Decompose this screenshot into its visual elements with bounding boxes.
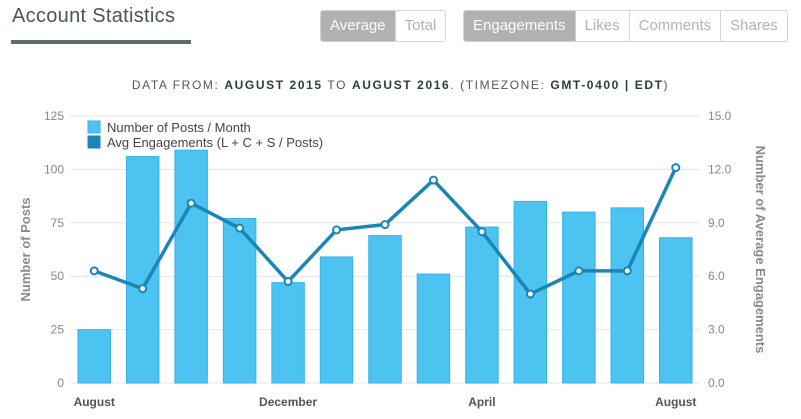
x-tick-label: August [74, 395, 115, 409]
legend-swatch-posts[interactable] [87, 120, 101, 134]
legend-entry-posts[interactable]: Number of Posts / Month [107, 120, 251, 135]
engagements-point[interactable] [235, 223, 245, 233]
subtitle-from: AUGUST 2015 [224, 78, 323, 92]
posts-bar[interactable] [465, 226, 499, 384]
legend-layer: Number of Posts / Month Avg Engagements … [87, 120, 323, 150]
title-underline [11, 40, 191, 44]
engagements-point[interactable] [525, 289, 535, 299]
subtitle-to-word: TO [322, 78, 352, 92]
bar-layer [77, 149, 693, 384]
y-left-tick-label: 50 [51, 269, 65, 283]
date-range-subtitle: DATA FROM: AUGUST 2015 TO AUGUST 2016. (… [0, 78, 801, 92]
engagements-point[interactable] [186, 198, 196, 208]
posts-bar[interactable] [416, 273, 451, 384]
posts-bar[interactable] [319, 256, 354, 384]
likes-button[interactable]: Likes [575, 11, 630, 41]
y-left-tick-label: 25 [51, 323, 65, 337]
y-axis-right-label: Number of Average Engagements [753, 146, 768, 354]
engagements-point[interactable] [380, 220, 390, 230]
axis-layer: 0 25 50 75 100 125 0.0 3.0 6.0 9.0 12.0 15.0 August D… [44, 109, 732, 409]
total-button[interactable]: Total [395, 11, 446, 41]
engagements-point[interactable] [574, 266, 584, 276]
x-tick-label: April [468, 395, 495, 409]
comments-button[interactable]: Comments [629, 11, 722, 41]
page-title: Account Statistics [12, 5, 176, 27]
posts-bar[interactable] [610, 207, 645, 384]
legend-entry-engagements[interactable]: Avg Engagements (L + C + S / Posts) [107, 135, 323, 150]
metric-toggle-group: Engagements Likes Comments Shares [463, 10, 788, 42]
subtitle-timezone: GMT-0400 | EDT [550, 78, 664, 92]
engagements-point[interactable] [332, 225, 342, 235]
engagements-point[interactable] [477, 227, 487, 237]
engagements-point[interactable] [622, 266, 632, 276]
posts-bar[interactable] [562, 211, 596, 384]
posts-bar[interactable] [222, 218, 257, 384]
average-button[interactable]: Average [321, 11, 396, 41]
y-left-tick-label: 100 [44, 162, 64, 176]
engagements-point[interactable] [428, 175, 438, 185]
y-axis-left-label: Number of Posts [18, 197, 33, 301]
posts-bar[interactable] [174, 149, 208, 384]
y-right-tick-label: 0.0 [708, 376, 725, 390]
subtitle-to: AUGUST 2016 [351, 78, 451, 92]
subtitle-tz-prefix: . (TIMEZONE: [450, 78, 551, 92]
engagements-button[interactable]: Engagements [464, 11, 576, 41]
y-left-tick-label: 0 [57, 376, 64, 390]
posts-bar[interactable] [659, 237, 693, 384]
y-right-tick-label: 6.0 [708, 269, 725, 283]
x-tick-label: August [655, 395, 696, 409]
mode-toggle-group: Average Total [320, 10, 447, 42]
engagements-point[interactable] [283, 277, 293, 287]
posts-bar[interactable] [77, 329, 111, 384]
y-right-tick-label: 15.0 [708, 109, 732, 123]
engagements-point[interactable] [89, 266, 99, 276]
y-right-tick-label: 9.0 [708, 216, 725, 230]
engagements-point[interactable] [138, 284, 148, 294]
shares-button[interactable]: Shares [721, 11, 787, 41]
y-left-tick-label: 75 [51, 216, 65, 230]
x-tick-label: December [259, 395, 317, 409]
legend-swatch-engagements[interactable] [87, 135, 101, 149]
y-left-tick-label: 125 [44, 109, 64, 123]
y-right-tick-label: 12.0 [708, 162, 732, 176]
line-layer [89, 163, 681, 299]
engagements-point[interactable] [671, 163, 681, 173]
y-right-tick-label: 3.0 [708, 323, 725, 337]
subtitle-tz-suffix: ) [663, 78, 670, 92]
subtitle-prefix: DATA FROM: [131, 78, 225, 92]
posts-bar[interactable] [271, 282, 305, 384]
posts-bar[interactable] [368, 235, 402, 384]
